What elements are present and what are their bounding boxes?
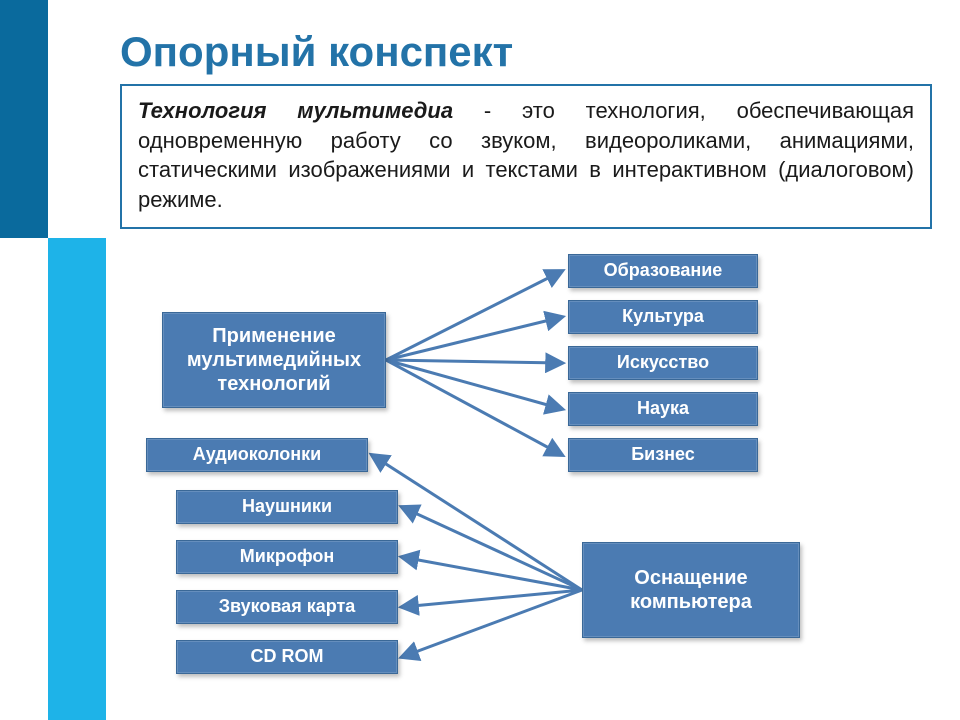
node-equipment: Оснащение компьютера (582, 542, 800, 638)
node-equip-target-2: Микрофон (176, 540, 398, 574)
node-applications: Применение мультимедийных технологий (162, 312, 386, 408)
node-equip-target-3: Звуковая карта (176, 590, 398, 624)
node-equip-target-1: Наушники (176, 490, 398, 524)
node-app-target-0: Образование (568, 254, 758, 288)
node-app-target-2: Искусство (568, 346, 758, 380)
node-app-target-1: Культура (568, 300, 758, 334)
page-title: Опорный конспект (120, 28, 513, 76)
sidebar-accent-light (48, 238, 106, 720)
definition-box: Технология мультимедиа - это технология,… (120, 84, 932, 229)
node-app-target-4: Бизнес (568, 438, 758, 472)
sidebar-accent-dark (0, 0, 48, 238)
node-equip-target-0: Аудиоколонки (146, 438, 368, 472)
definition-term: Технология мультимедиа (138, 98, 453, 123)
node-app-target-3: Наука (568, 392, 758, 426)
node-equip-target-4: CD ROM (176, 640, 398, 674)
